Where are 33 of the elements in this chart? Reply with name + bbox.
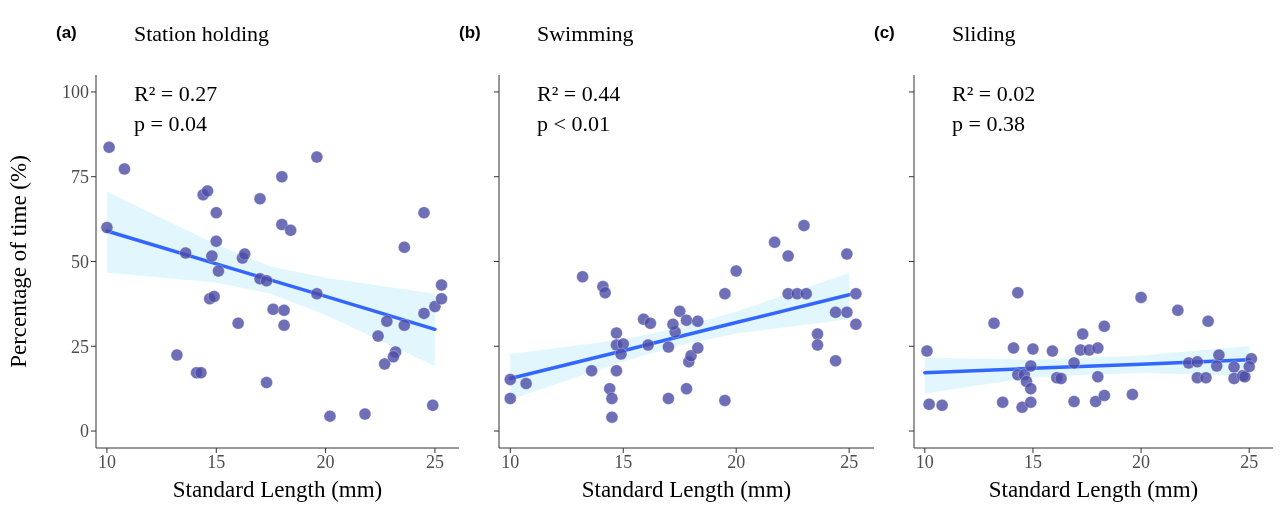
x-tick-label: 25 [840, 451, 859, 472]
chart-title: Sliding [952, 21, 1016, 47]
y-tick-label: 50 [71, 251, 89, 272]
x-tick-label: 20 [1132, 451, 1151, 472]
x-tick-label: 10 [915, 451, 934, 472]
text: (c) [874, 23, 895, 43]
y-tick-label: 100 [62, 82, 89, 103]
y-tick-label: 75 [71, 167, 89, 188]
x-tick-label: 15 [614, 451, 633, 472]
x-tick-label: 15 [207, 451, 226, 472]
annotation: R² = 0.02 [952, 80, 1036, 108]
annotation: R² = 0.27 [134, 80, 218, 108]
x-axis-title: Standard Length (mm) [988, 477, 1199, 502]
y-tick-label: 0 [80, 421, 89, 442]
annotation: R² = 0.44 [537, 80, 621, 108]
text: (a) [56, 23, 77, 43]
x-tick-label: 25 [425, 451, 444, 472]
annotation: p = 0.38 [952, 110, 1026, 138]
x-axis-title: Standard Length (mm) [172, 477, 383, 502]
text: (b) [459, 23, 481, 43]
x-tick-label: 15 [1023, 451, 1042, 472]
chart-title: Station holding [134, 21, 270, 47]
y-tick-label: 25 [71, 336, 89, 357]
x-tick-label: 10 [501, 451, 520, 472]
annotation: p = 0.04 [134, 110, 208, 138]
x-tick-label: 10 [97, 451, 116, 472]
y-axis-title: Percentage of time (%) [6, 155, 32, 368]
annotation: p < 0.01 [537, 110, 611, 138]
x-tick-label: 20 [727, 451, 746, 472]
chart-title: Swimming [537, 21, 634, 47]
x-tick-label: 25 [1240, 451, 1259, 472]
x-axis-title: Standard Length (mm) [581, 477, 792, 502]
x-tick-label: 20 [316, 451, 335, 472]
